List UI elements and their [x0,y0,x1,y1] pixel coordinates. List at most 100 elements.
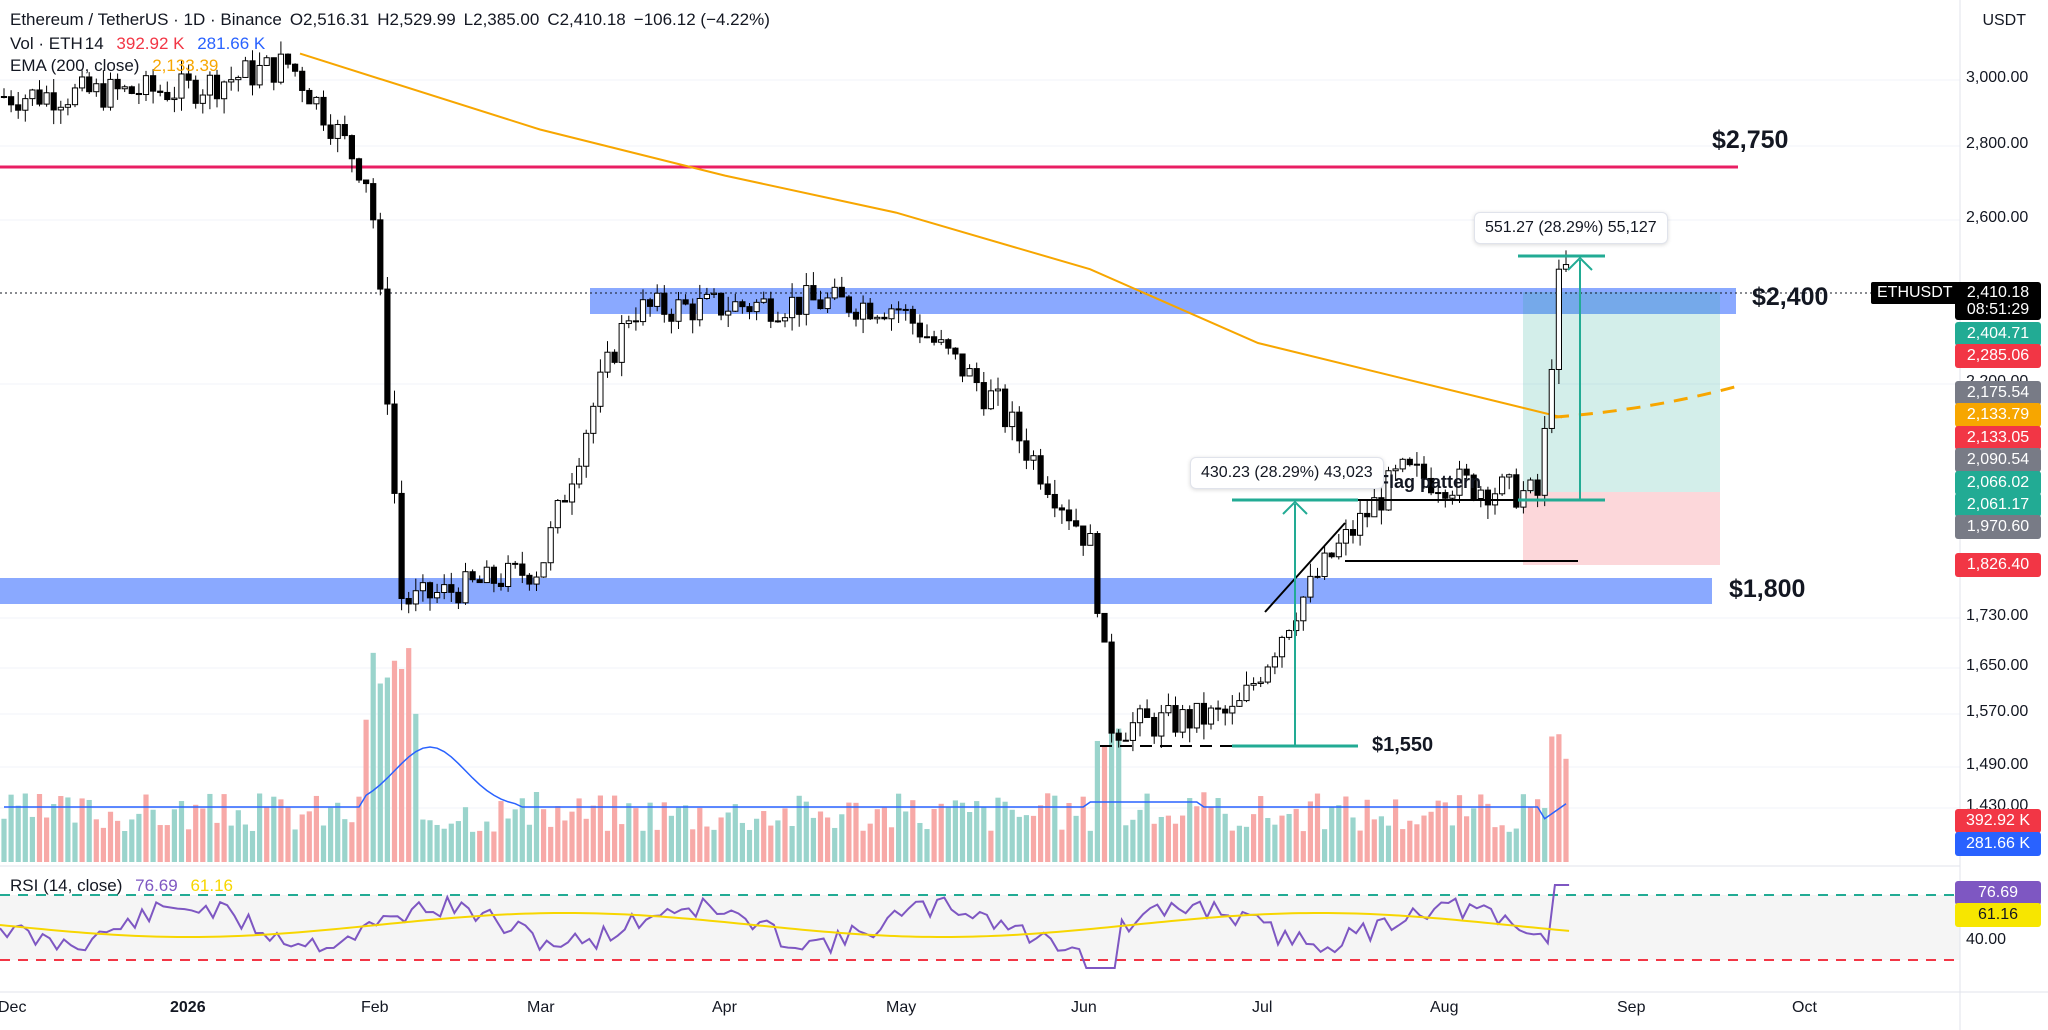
candle [405,591,412,614]
price-tag: 2,133.05 [1955,426,2041,450]
candle-body [1378,497,1385,511]
price-tag: 2,090.54 [1955,448,2041,472]
candle-body [0,96,8,98]
volume-bar [1158,816,1164,862]
candle [547,521,554,571]
candle-body [199,94,206,104]
ema-legend[interactable]: EMA (200, close) 2,133.39 [10,56,226,76]
measure2-label[interactable]: 551.27 (28.29%) 55,127 [1474,212,1668,244]
candle [767,291,774,329]
candle-body [1456,468,1463,496]
volume-bar [65,797,71,862]
symbol-title[interactable]: Ethereum / TetherUS · 1D · Binance [10,10,282,29]
countdown-timer: 08:51:29 [1966,301,2030,318]
volume-bar [1542,807,1548,862]
candle-body [164,91,171,101]
candle [71,83,79,108]
candle-body [689,303,696,321]
label-2400[interactable]: $2,400 [1752,283,1829,311]
candle-body [1534,479,1541,496]
candle [1321,545,1328,580]
volume-bar [413,713,419,862]
volume-bar [1144,793,1150,862]
label-flag-pattern[interactable]: Flag pattern [1378,472,1482,492]
candle [1307,563,1314,603]
candle-body [1286,630,1293,638]
label-2750[interactable]: $2,750 [1712,126,1789,154]
volume-bar [420,819,426,862]
volume-bar [72,822,78,862]
candle-body [249,60,256,86]
last-price-tag[interactable]: 2,410.18 08:51:29 [1955,282,2041,320]
volume-bar [853,802,859,862]
candle-body [703,293,710,299]
support-zone-1800 [0,578,1712,604]
volume-bar [1222,813,1228,862]
candle [1002,384,1009,433]
candle-body [810,285,817,301]
volume-bar [1116,728,1122,862]
candle [1506,473,1513,490]
volume-bar [377,683,383,862]
rsi-value: 76.69 [135,876,178,895]
volume-bar [1123,825,1129,862]
price-tag: 2,285.06 [1955,344,2041,368]
candle [455,587,462,610]
candle-body [739,301,746,308]
volume-tag: 392.92 K [1955,809,2041,833]
candle [1065,499,1073,530]
candle-body [157,90,164,93]
volume-bar [697,807,703,862]
candle-body [710,292,718,295]
candle-body [1527,479,1534,492]
candle [1293,612,1300,636]
label-1550[interactable]: $1,550 [1372,734,1434,756]
volume-bar [1393,799,1399,862]
ema-value: 2,133.39 [152,56,219,75]
candle [299,66,306,103]
candle-body [568,483,576,503]
volume-legend[interactable]: Vol · ETH 14 392.92 K 281.66 K [10,34,273,54]
volume-bar [1236,825,1242,862]
candle-body [774,320,781,323]
header-ohlc: Ethereum / TetherUS · 1D · Binance O2,516… [10,10,778,30]
candle [426,581,434,611]
candle-body [121,86,128,90]
volume-bar [1535,799,1541,862]
candle [533,571,540,592]
measure1-label[interactable]: 430.23 (28.29%) 43,023 [1190,457,1384,489]
candle [1456,460,1463,503]
currency-label[interactable]: USDT [1982,12,2026,29]
candle [1555,259,1563,385]
candle [1484,486,1492,519]
candle [1300,596,1307,631]
candle-body [384,288,391,405]
volume-bar [1407,820,1413,862]
volume-bar [924,829,930,862]
candle [852,308,860,327]
candle-body [1264,666,1271,683]
candlesticks [0,41,1570,752]
volume-bar [484,821,490,862]
label-1800[interactable]: $1,800 [1729,575,1806,603]
x-tick: Dec [0,999,27,1016]
candle [526,573,533,591]
volume-bar [917,822,923,862]
candle-body [1392,468,1399,472]
candle [1158,704,1165,748]
candle [604,341,611,378]
volume-bar [590,805,596,862]
candle [235,75,242,92]
candle-body [931,336,938,343]
candle-body [675,299,682,322]
volume-bar [335,802,341,862]
candle-body [923,336,931,339]
x-tick: Mar [527,999,555,1016]
candle [725,296,732,328]
rsi-legend[interactable]: RSI (14, close) 76.69 61.16 [10,876,241,896]
candle-body [150,75,157,92]
volume-bar [683,805,689,862]
candle-body [753,301,760,313]
volume-label: Vol · ETH [10,34,83,53]
